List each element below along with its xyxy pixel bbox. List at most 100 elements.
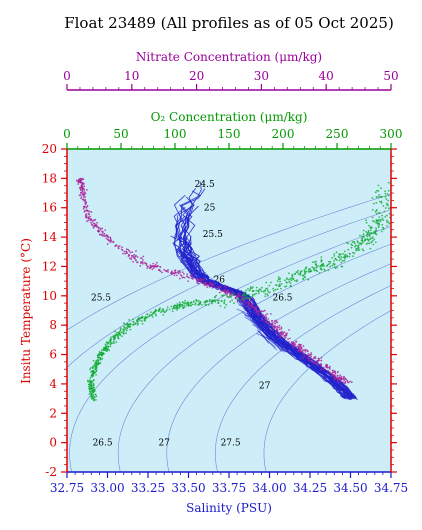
o2-point <box>337 256 340 258</box>
o2-point <box>190 304 192 306</box>
o2-point <box>89 388 92 390</box>
o2-point <box>153 310 156 313</box>
o2-point <box>144 315 147 318</box>
o2-point <box>370 241 373 244</box>
nitrate-point <box>226 291 229 293</box>
o2-point <box>214 301 217 303</box>
o2-point <box>92 391 95 393</box>
nitrate-point <box>91 224 94 227</box>
nitrate-point <box>106 238 109 241</box>
contour-label: 25.5 <box>91 293 111 303</box>
o2-axis-label: O₂ Concentration (μm/kg) <box>151 110 308 124</box>
contour-line <box>166 263 391 472</box>
o2-point <box>318 272 321 274</box>
nitrate-point <box>252 303 255 305</box>
salinity-tick-label: 33.50 <box>171 481 205 495</box>
o2-point <box>125 332 127 335</box>
o2-point <box>343 259 346 262</box>
o2-point <box>292 278 294 281</box>
nitrate-point <box>306 350 309 353</box>
o2-point <box>136 324 139 326</box>
nitrate-point <box>249 298 252 300</box>
o2-point <box>347 248 350 251</box>
o2-point <box>176 309 178 311</box>
nitrate-point <box>196 281 198 284</box>
nitrate-point <box>108 240 110 242</box>
o2-point <box>92 383 95 386</box>
o2-point <box>315 260 317 263</box>
o2-point <box>119 327 122 329</box>
o2-point <box>333 253 336 255</box>
o2-point <box>304 267 307 270</box>
o2-point <box>114 336 116 338</box>
nitrate-point <box>135 250 137 252</box>
o2-point <box>171 308 174 310</box>
o2-point <box>108 349 111 352</box>
o2-point <box>375 221 377 224</box>
o2-point <box>377 196 379 198</box>
o2-point <box>358 242 361 245</box>
o2-point <box>338 259 341 261</box>
nitrate-point <box>107 236 110 239</box>
o2-point <box>250 296 253 299</box>
o2-point <box>315 264 318 267</box>
salinity-profile-line <box>265 333 282 345</box>
o2-point <box>230 296 232 299</box>
contour-label: 27 <box>158 439 170 449</box>
o2-point <box>161 310 163 312</box>
o2-point <box>101 357 104 360</box>
nitrate-point <box>298 347 300 350</box>
o2-point <box>195 299 198 301</box>
nitrate-point <box>285 336 287 339</box>
o2-point <box>356 247 359 250</box>
o2-point <box>376 189 378 192</box>
o2-point <box>252 294 254 297</box>
nitrate-point <box>129 251 132 254</box>
o2-point <box>380 218 383 221</box>
o2-point <box>149 311 152 314</box>
o2-point <box>92 379 95 381</box>
nitrate-point <box>128 254 131 257</box>
temperature-tick-label: 20 <box>42 142 57 156</box>
contour-label: 26 <box>214 276 226 286</box>
o2-point <box>109 345 112 347</box>
o2-point <box>366 242 369 245</box>
nitrate-point <box>79 180 82 182</box>
o2-point <box>89 379 91 381</box>
nitrate-point <box>331 371 334 374</box>
o2-point <box>371 216 374 219</box>
nitrate-point <box>84 202 86 205</box>
nitrate-point <box>315 363 318 366</box>
o2-point <box>152 311 155 314</box>
o2-point <box>90 390 93 393</box>
o2-point <box>313 261 316 264</box>
nitrate-point <box>136 261 139 264</box>
nitrate-point <box>135 254 137 257</box>
o2-point <box>377 184 380 187</box>
o2-point <box>380 200 383 203</box>
o2-point <box>211 302 213 305</box>
nitrate-point <box>206 286 209 288</box>
o2-point <box>129 322 132 325</box>
nitrate-point <box>151 268 154 271</box>
o2-point <box>316 270 318 273</box>
density-contour-labels: 24.5 25 25.5 26 26.5 25.5 27 26.5 27 27.5 <box>91 180 293 448</box>
o2-tick-label: 50 <box>113 127 128 141</box>
nitrate-point <box>93 222 95 225</box>
o2-point <box>126 323 128 325</box>
o2-point <box>114 330 116 333</box>
nitrate-point <box>208 285 211 288</box>
o2-point <box>148 315 151 317</box>
nitrate-point <box>275 319 278 322</box>
o2-point <box>394 196 396 198</box>
nitrate-point <box>82 198 85 201</box>
nitrate-point <box>141 261 144 263</box>
o2-point <box>109 343 112 346</box>
o2-tick-label: 0 <box>63 127 71 141</box>
nitrate-point <box>149 266 152 269</box>
o2-point <box>386 225 388 227</box>
o2-point <box>87 379 89 382</box>
nitrate-point <box>216 285 219 288</box>
o2-point <box>91 366 94 368</box>
o2-point <box>321 264 323 266</box>
